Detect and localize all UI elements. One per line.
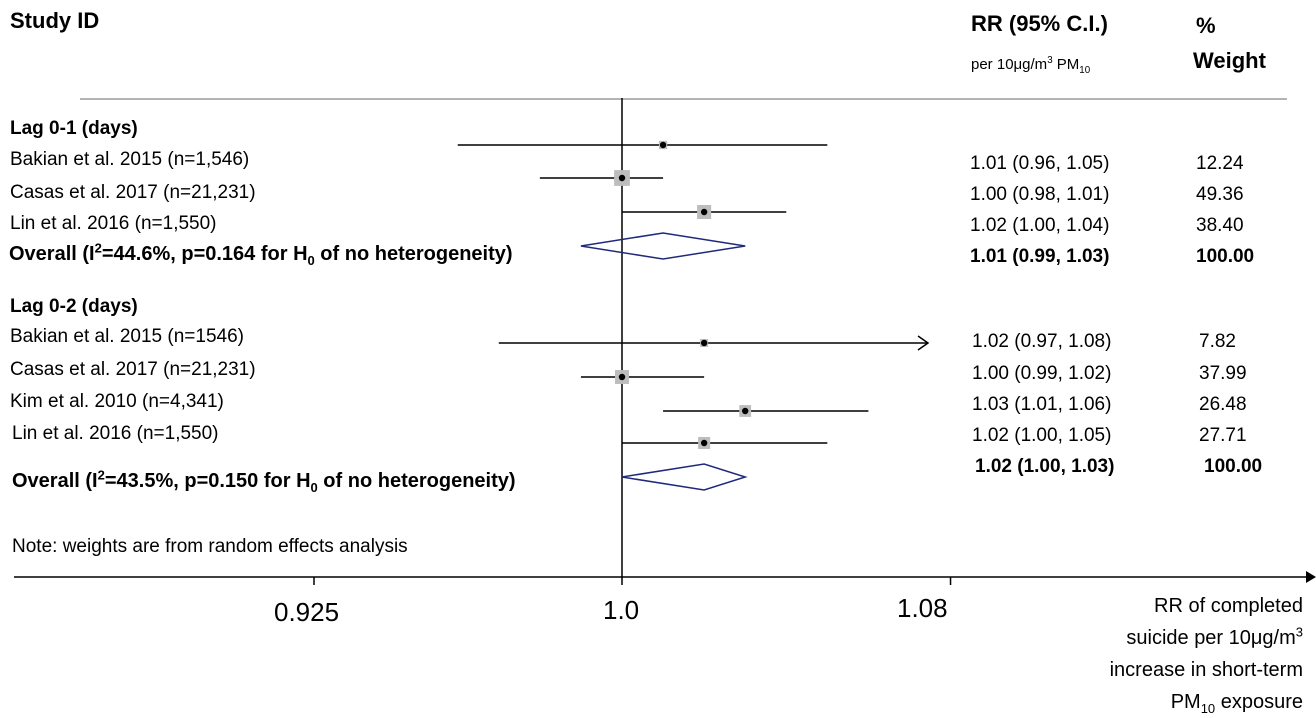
header-rr: RR (95% C.I.) <box>971 11 1108 36</box>
overall-diamond <box>621 463 748 491</box>
overall-label-lag02: Overall (I2=43.5%, p=0.150 for H0 of no … <box>12 467 516 495</box>
overall-ci-text: 1.02 (1.00, 1.03) <box>975 456 1115 477</box>
weight-text: 37.99 <box>1199 363 1247 384</box>
study-label: Casas et al. 2017 (n=21,231) <box>10 182 256 203</box>
weight-text: 27.71 <box>1199 425 1247 446</box>
ci-text: 1.02 (1.00, 1.05) <box>972 425 1112 446</box>
point-estimate <box>700 439 708 447</box>
header-weight-percent: % <box>1196 13 1216 38</box>
study-label: Lin et al. 2016 (n=1,550) <box>12 423 219 444</box>
study-label: Lin et al. 2016 (n=1,550) <box>10 213 217 234</box>
ci-text: 1.03 (1.01, 1.06) <box>972 394 1112 415</box>
overall-ci-text: 1.01 (0.99, 1.03) <box>970 246 1110 267</box>
ci-arrow-icon <box>917 335 930 351</box>
overall-diamond <box>580 232 746 260</box>
weight-text: 26.48 <box>1199 394 1247 415</box>
study-label: Bakian et al. 2015 (n=1546) <box>10 326 244 347</box>
ci-text: 1.01 (0.96, 1.05) <box>970 153 1110 174</box>
header-rr-sub: per 10μg/m3 PM10 <box>971 55 1091 76</box>
header-study-id: Study ID <box>10 8 100 33</box>
point-estimate <box>700 339 708 347</box>
overall-weight-text: 100.00 <box>1196 246 1255 267</box>
x-tick-label: 1.0 <box>603 595 640 625</box>
point-estimate <box>618 174 626 182</box>
ci-text: 1.02 (0.97, 1.08) <box>972 331 1112 352</box>
ci-text: 1.02 (1.00, 1.04) <box>970 215 1110 236</box>
x-axis-label: RR of completed suicide per 10μg/m3 incr… <box>1109 595 1303 716</box>
x-tick-label: 1.08 <box>897 593 948 623</box>
study-label: Kim et al. 2010 (n=4,341) <box>10 391 224 412</box>
ci-text: 1.00 (0.98, 1.01) <box>970 184 1110 205</box>
header-weight: Weight <box>1193 48 1266 73</box>
ci-text: 1.00 (0.99, 1.02) <box>972 363 1112 384</box>
study-label: Bakian et al. 2015 (n=1,546) <box>10 149 250 170</box>
study-label: Casas et al. 2017 (n=21,231) <box>10 359 256 380</box>
overall-weight-text: 100.00 <box>1204 456 1263 477</box>
group-label-lag01: Lag 0-1 (days) <box>10 118 138 139</box>
point-estimate <box>659 141 667 149</box>
weight-text: 38.40 <box>1196 215 1244 236</box>
weight-text: 7.82 <box>1199 331 1236 352</box>
point-estimate <box>618 373 626 381</box>
weight-text: 12.24 <box>1196 153 1244 174</box>
note: Note: weights are from random effects an… <box>12 536 408 557</box>
group-label-lag02: Lag 0-2 (days) <box>10 296 138 317</box>
x-axis-arrow-icon <box>1306 571 1316 583</box>
point-estimate <box>742 407 749 415</box>
overall-label-lag01: Overall (I2=44.6%, p=0.164 for H0 of no … <box>9 240 513 268</box>
weight-text: 49.36 <box>1196 184 1244 205</box>
point-estimate <box>700 208 708 216</box>
x-tick-label: 0.925 <box>274 597 340 627</box>
